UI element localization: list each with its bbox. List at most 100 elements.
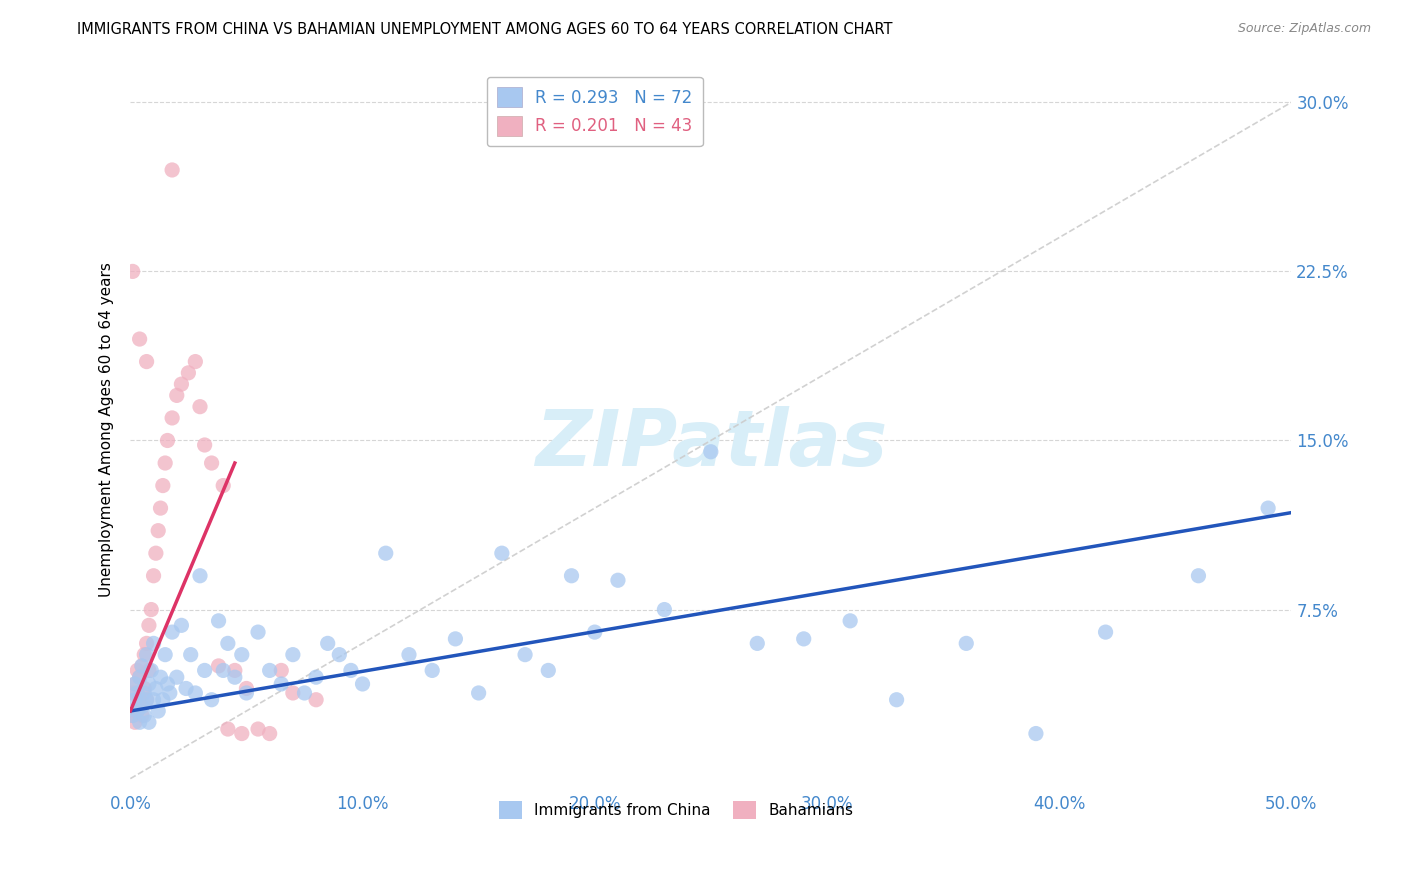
Point xyxy=(281,648,304,662)
Point xyxy=(121,686,143,700)
Point xyxy=(316,636,339,650)
Point xyxy=(156,677,179,691)
Point xyxy=(128,715,150,730)
Point xyxy=(1025,726,1047,740)
Point xyxy=(207,614,229,628)
Point xyxy=(127,704,149,718)
Point xyxy=(1094,625,1116,640)
Point xyxy=(170,618,193,632)
Point xyxy=(134,686,156,700)
Point xyxy=(654,602,676,616)
Point xyxy=(141,664,163,678)
Point xyxy=(131,659,153,673)
Point xyxy=(224,670,246,684)
Point xyxy=(352,677,374,691)
Point xyxy=(583,625,606,640)
Point xyxy=(793,632,815,646)
Point xyxy=(839,614,862,628)
Point xyxy=(305,670,328,684)
Point xyxy=(188,400,211,414)
Point xyxy=(1257,501,1279,516)
Point xyxy=(374,546,396,560)
Point xyxy=(212,664,235,678)
Point xyxy=(235,686,257,700)
Point xyxy=(886,692,908,706)
Point xyxy=(121,708,143,723)
Point xyxy=(194,438,217,452)
Point xyxy=(200,692,222,706)
Point xyxy=(259,664,281,678)
Point xyxy=(513,648,536,662)
Point xyxy=(184,686,207,700)
Text: IMMIGRANTS FROM CHINA VS BAHAMIAN UNEMPLOYMENT AMONG AGES 60 TO 64 YEARS CORRELA: IMMIGRANTS FROM CHINA VS BAHAMIAN UNEMPL… xyxy=(77,22,893,37)
Point xyxy=(537,664,560,678)
Point xyxy=(955,636,977,650)
Point xyxy=(142,636,165,650)
Point xyxy=(467,686,489,700)
Point xyxy=(134,708,156,723)
Point xyxy=(700,444,723,458)
Point xyxy=(328,648,350,662)
Point xyxy=(138,677,160,691)
Point xyxy=(184,354,207,368)
Point xyxy=(152,692,174,706)
Point xyxy=(127,704,149,718)
Point xyxy=(124,677,146,691)
Point xyxy=(166,670,188,684)
Point xyxy=(124,692,146,706)
Point xyxy=(131,699,153,714)
Point xyxy=(121,264,143,278)
Point xyxy=(156,434,179,448)
Point xyxy=(128,670,150,684)
Point xyxy=(420,664,443,678)
Point xyxy=(1187,568,1209,582)
Point xyxy=(145,546,167,560)
Point xyxy=(160,163,183,178)
Point xyxy=(174,681,197,696)
Point xyxy=(149,501,172,516)
Point xyxy=(444,632,467,646)
Point xyxy=(212,478,235,492)
Point xyxy=(148,524,170,538)
Point xyxy=(398,648,420,662)
Point xyxy=(128,332,150,346)
Point xyxy=(180,648,202,662)
Point xyxy=(231,648,253,662)
Point xyxy=(131,659,153,673)
Point xyxy=(747,636,769,650)
Point xyxy=(153,648,176,662)
Point xyxy=(194,664,217,678)
Point xyxy=(170,377,193,392)
Point xyxy=(153,456,176,470)
Point xyxy=(200,456,222,470)
Point xyxy=(135,354,157,368)
Point xyxy=(135,636,157,650)
Point xyxy=(135,692,157,706)
Point xyxy=(135,692,157,706)
Point xyxy=(270,664,292,678)
Point xyxy=(177,366,200,380)
Point xyxy=(270,677,292,691)
Point xyxy=(281,686,304,700)
Point xyxy=(188,568,211,582)
Point xyxy=(247,722,270,736)
Point xyxy=(247,625,270,640)
Point xyxy=(340,664,363,678)
Point xyxy=(217,636,239,650)
Point xyxy=(159,686,181,700)
Point xyxy=(124,715,146,730)
Point xyxy=(138,715,160,730)
Point xyxy=(138,664,160,678)
Point xyxy=(131,708,153,723)
Point xyxy=(235,681,257,696)
Point xyxy=(217,722,239,736)
Point xyxy=(135,648,157,662)
Point xyxy=(141,602,163,616)
Text: Source: ZipAtlas.com: Source: ZipAtlas.com xyxy=(1237,22,1371,36)
Point xyxy=(560,568,582,582)
Point xyxy=(134,681,156,696)
Point xyxy=(607,574,630,588)
Point xyxy=(124,677,146,691)
Point xyxy=(128,692,150,706)
Point xyxy=(231,726,253,740)
